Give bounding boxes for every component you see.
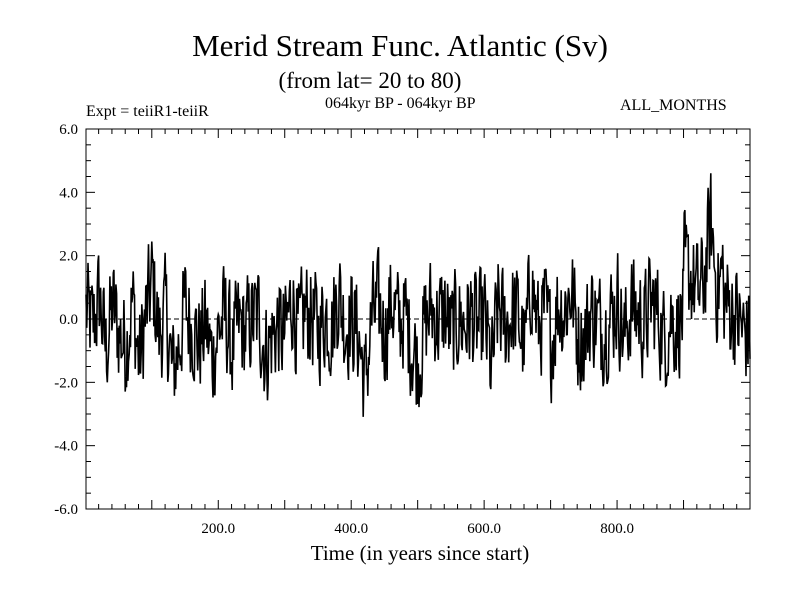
y-tick-label: -2.0: [54, 375, 78, 391]
y-tick-label: 6.0: [59, 122, 78, 138]
y-tick-label: 2.0: [59, 249, 78, 265]
x-tick-label: 400.0: [334, 521, 368, 537]
axis-tick-labels: -6.0 -4.0 -2.0 0.0 2.0 4.0 6.0 200.0 400.0 600.0 8…: [54, 122, 634, 537]
y-tick-label: 4.0: [59, 185, 78, 201]
y-tick-label: 0.0: [59, 312, 78, 328]
months-label: ALL_MONTHS: [620, 97, 727, 114]
chart-title: Merid Stream Func. Atlantic (Sv): [192, 28, 608, 63]
y-tick-label: -6.0: [54, 502, 78, 518]
series-line: [85, 173, 751, 417]
y-tick-label: -4.0: [54, 439, 78, 455]
chart-subtitle: (from lat= 20 to 80): [278, 68, 462, 93]
experiment-label: Expt = teiiR1-teiiR: [86, 103, 209, 120]
x-tick-label: 600.0: [467, 521, 501, 537]
x-axis-label: Time (in years since start): [310, 541, 530, 565]
x-tick-label: 800.0: [600, 521, 634, 537]
period-label: 064kyr BP - 064kyr BP: [325, 95, 476, 112]
x-tick-label: 200.0: [201, 521, 235, 537]
axis-ticks: [86, 128, 751, 510]
